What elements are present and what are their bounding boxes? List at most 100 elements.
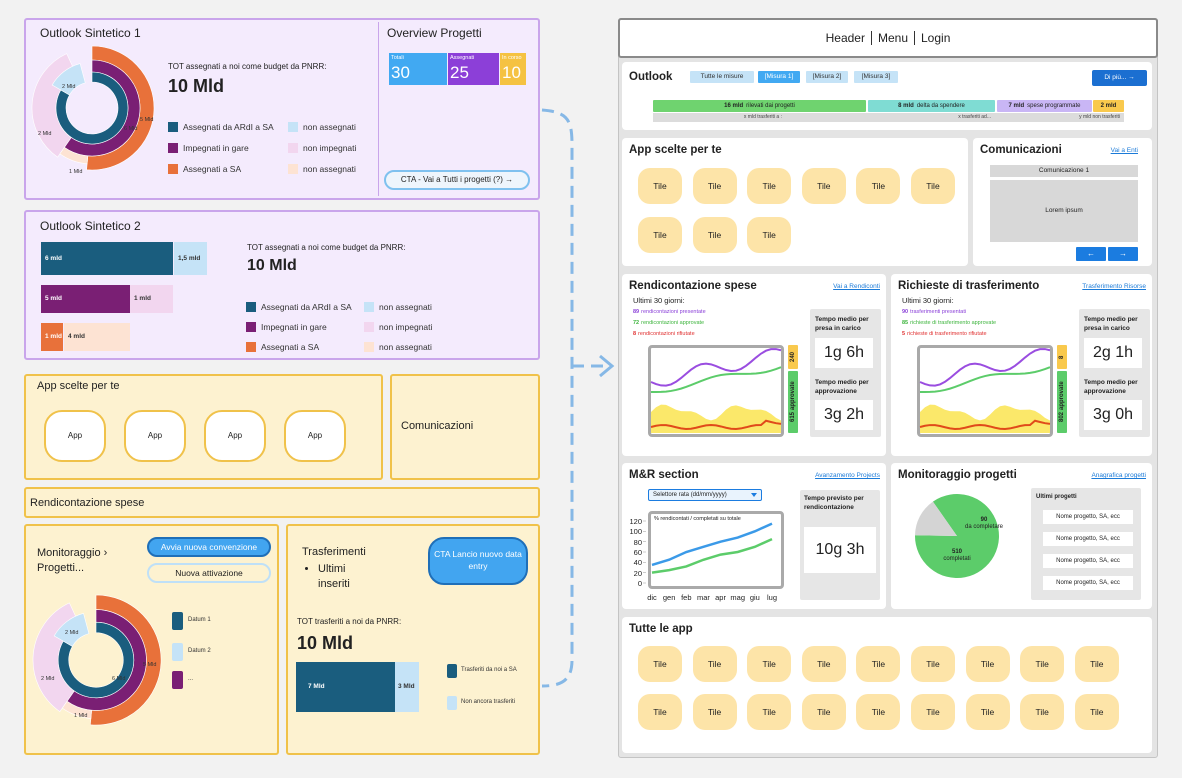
bar-segment: 5 mld: [41, 285, 130, 313]
link[interactable]: Anagrafica progetti: [1091, 472, 1146, 479]
panel-title: Rendicontazione spese: [30, 497, 145, 509]
total-label: TOT assegnati a noi come budget da PNRR:: [247, 243, 406, 252]
app-tile[interactable]: Tile: [1074, 646, 1119, 682]
overview-tile-label: In corso: [502, 55, 522, 61]
pie-text: da completare: [964, 524, 1004, 530]
cta-button[interactable]: CTA - Vai a Tutti i progetti (?) →: [384, 170, 530, 190]
app-tile[interactable]: Tile: [856, 168, 901, 204]
donut-segment: [57, 621, 135, 699]
app-tile[interactable]: Tile: [638, 646, 682, 682]
app-tile[interactable]: Tile: [856, 646, 901, 682]
side-bar: 8: [1057, 345, 1067, 369]
donut-label: 2 Mld: [41, 676, 55, 682]
data-line: [651, 522, 773, 567]
donut-label: 2 Mld: [62, 84, 76, 90]
legend-swatch: [364, 342, 374, 352]
app-tile[interactable]: Tile: [801, 646, 846, 682]
app-tile[interactable]: Tile: [638, 168, 682, 204]
app-tile[interactable]: Tile: [911, 168, 955, 204]
cta-button[interactable]: CTA Lancio nuovo data entry: [428, 537, 528, 585]
panel-title: Comunicazioni: [401, 420, 474, 432]
list-item[interactable]: Nome progetto, SA, ecc: [1043, 510, 1133, 524]
app-tile[interactable]: Tile: [747, 694, 792, 730]
trend-line: [650, 348, 782, 387]
panel-title: Monitoraggio › Progetti...: [37, 547, 108, 574]
donut-label: 2 Mld: [38, 131, 52, 137]
list-item[interactable]: Nome progetto, SA, ecc: [1043, 532, 1133, 546]
app-tile[interactable]: Tile: [747, 217, 792, 253]
stat-number: 89: [633, 309, 640, 315]
legend-label: Assegnati da ARdI a SA: [183, 122, 274, 132]
list-item[interactable]: Nome progetto, SA, ecc: [1043, 576, 1133, 590]
legend-label: non assegnati: [379, 342, 432, 352]
trend-line: [650, 366, 782, 394]
bar-segment: 6 mld: [41, 242, 173, 275]
app-tile[interactable]: Tile: [1020, 694, 1065, 730]
filter-chip[interactable]: Tutte le misure: [690, 71, 754, 83]
donut-segment: [55, 71, 129, 145]
donut-label: 1 Mld: [74, 713, 88, 719]
app-tile[interactable]: Tile: [801, 694, 846, 730]
app-tile[interactable]: Tile: [911, 694, 955, 730]
nav-button[interactable]: →: [1108, 247, 1138, 261]
trend-line: [919, 366, 1051, 394]
progress-segment: 8 mld delta da spendere: [868, 100, 995, 112]
chart-subtitle: % rendicontati / completati su totale: [654, 516, 741, 522]
progress-segment: 7 mld spese programmate: [997, 100, 1092, 112]
legend-swatch: [288, 143, 298, 153]
legend-swatch: [447, 664, 457, 678]
connector-arrow: [599, 354, 615, 378]
app-tile[interactable]: Tile: [747, 168, 792, 204]
kpi-value: 1g 6h: [815, 338, 873, 368]
list-item[interactable]: Nome progetto, SA, ecc: [1043, 554, 1133, 568]
app-tile[interactable]: App: [124, 410, 186, 462]
app-tile[interactable]: Tile: [1074, 694, 1119, 730]
app-tile[interactable]: Tile: [911, 646, 955, 682]
nav-button[interactable]: ←: [1076, 247, 1106, 261]
app-tile[interactable]: Tile: [692, 694, 737, 730]
stat: 89 rendicontazioni presentate: [633, 309, 706, 315]
app-tile[interactable]: App: [284, 410, 346, 462]
button[interactable]: Avvia nuova convenzione: [147, 537, 271, 557]
pie-label: 90 da completare: [962, 517, 1006, 531]
kpi-label: Tempo previsto per rendicontazione: [804, 495, 864, 511]
link[interactable]: Vai a Rendiconti: [833, 283, 880, 290]
legend-swatch: [364, 302, 374, 312]
app-tile[interactable]: App: [204, 410, 266, 462]
filter-chip[interactable]: [Misura 2]: [806, 71, 848, 83]
filter-chip[interactable]: [Misura 1]: [758, 71, 800, 83]
side-bar-text: approvate: [790, 381, 796, 411]
trend-area: [651, 404, 781, 433]
app-tile[interactable]: Tile: [638, 217, 682, 253]
legend-swatch: [168, 122, 178, 132]
app-tile[interactable]: Tile: [965, 694, 1010, 730]
app-tile[interactable]: Tile: [638, 694, 682, 730]
link[interactable]: Avanzamento Projects: [815, 472, 880, 479]
link[interactable]: Vai a Enti: [1110, 147, 1138, 154]
bar-segment: 1 mld: [130, 285, 173, 313]
progress-segment: 2 mld: [1093, 100, 1124, 112]
app-tile[interactable]: Tile: [965, 646, 1010, 682]
app-tile[interactable]: Tile: [856, 694, 901, 730]
date-selector[interactable]: Selettore rata (dd/mm/yyyy): [648, 489, 762, 501]
pie-text: completati: [943, 556, 971, 562]
overview-tile-value: 10: [502, 63, 521, 82]
app-tile[interactable]: Tile: [692, 646, 737, 682]
y-tick-label: 40: [633, 558, 642, 568]
legend-label: ...: [188, 676, 194, 682]
total-label: TOT trasferiti a noi da PNRR:: [297, 617, 402, 626]
button[interactable]: Di più... →: [1092, 70, 1147, 86]
legend-swatch: [364, 322, 374, 332]
app-tile[interactable]: Tile: [801, 168, 846, 204]
app-tile[interactable]: Tile: [692, 168, 737, 204]
filter-chip[interactable]: [Misura 3]: [854, 71, 898, 83]
app-tile[interactable]: App: [44, 410, 106, 462]
message-header: Comunicazione 1: [990, 165, 1138, 177]
link[interactable]: Trasferimento Risorse: [1082, 283, 1146, 290]
app-tile[interactable]: Tile: [692, 217, 737, 253]
overview-tile: [389, 53, 447, 85]
app-tile[interactable]: Tile: [747, 646, 792, 682]
app-tile[interactable]: Tile: [1020, 646, 1065, 682]
button[interactable]: Nuova attivazione: [147, 563, 271, 583]
